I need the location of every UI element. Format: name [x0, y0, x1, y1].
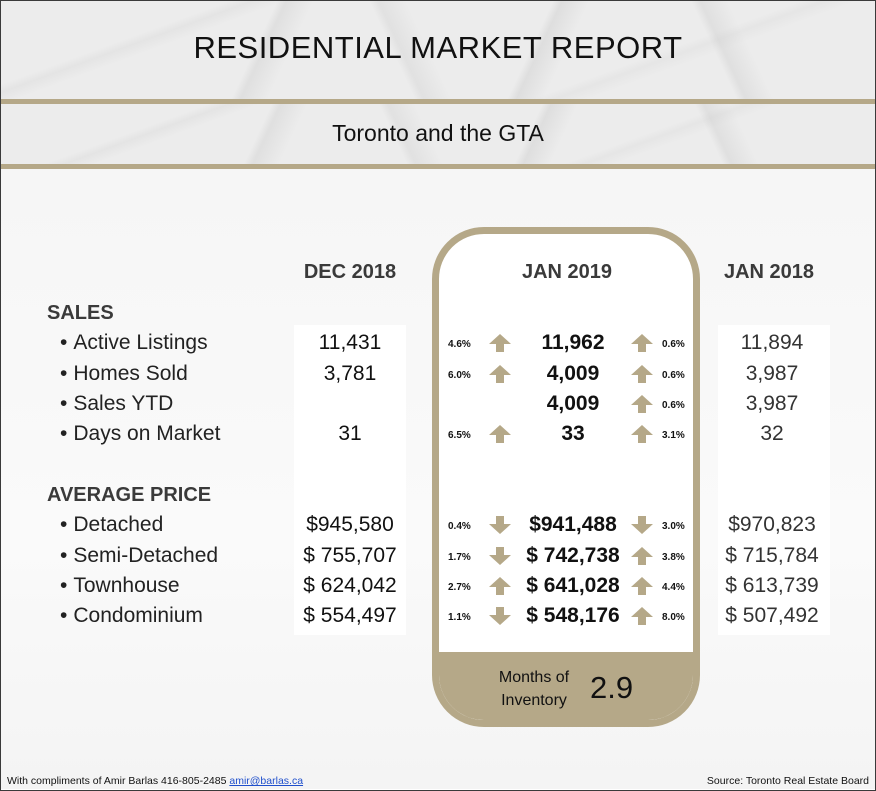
arrow-up-icon	[630, 576, 654, 596]
bullet-glyph: •	[60, 574, 68, 597]
row-label: • Townhouse	[60, 574, 180, 598]
subtitle-band	[1, 104, 875, 164]
column-header-dec-2018: DEC 2018	[303, 261, 397, 283]
arrow-up-icon	[488, 333, 512, 353]
row-label: • Condominium	[60, 604, 203, 628]
arrow-up-icon	[630, 364, 654, 384]
value-dec-2018: 31	[338, 422, 362, 445]
bullet-glyph: •	[60, 362, 68, 385]
change-pct-vs-jan-2018: 3.0%	[662, 521, 685, 532]
value-dec-2018: $ 755,707	[303, 544, 397, 567]
bullet-glyph: •	[60, 513, 68, 536]
arrow-up-icon	[488, 364, 512, 384]
value-jan-2018: 3,987	[745, 362, 799, 385]
gold-divider-top	[1, 99, 875, 104]
arrow-down-icon	[488, 515, 512, 535]
bullet-glyph: •	[60, 544, 68, 567]
value-dec-2018: 3,781	[323, 362, 377, 385]
change-pct-vs-dec: 4.6%	[448, 339, 471, 350]
value-jan-2018: $ 715,784	[725, 544, 819, 567]
value-dec-2018: $ 624,042	[303, 574, 397, 597]
footer-compliments-text: With compliments of Amir Barlas 416-805-…	[7, 775, 227, 787]
value-dec-2018: $945,580	[306, 513, 394, 536]
arrow-down-icon	[488, 546, 512, 566]
arrow-up-icon	[630, 333, 654, 353]
value-dec-2018: $ 554,497	[303, 604, 397, 627]
months-of-inventory-value: 2.9	[590, 670, 634, 705]
value-jan-2018: $970,823	[728, 513, 816, 536]
title-band	[1, 1, 875, 99]
section-average-price: AVERAGE PRICE	[47, 484, 212, 506]
value-jan-2019: 4,009	[546, 392, 600, 415]
change-pct-vs-dec: 2.7%	[448, 582, 471, 593]
arrow-down-icon	[488, 606, 512, 626]
row-label-text: Townhouse	[73, 574, 180, 597]
bullet-glyph: •	[60, 331, 68, 354]
change-pct-vs-dec: 0.4%	[448, 521, 471, 532]
arrow-up-icon	[630, 394, 654, 414]
row-label-text: Detached	[73, 513, 164, 536]
value-jan-2018: 32	[760, 422, 784, 445]
change-pct-vs-jan-2018: 3.1%	[662, 430, 685, 441]
gold-divider-bottom	[1, 164, 875, 169]
value-jan-2019: $941,488	[529, 513, 617, 536]
value-jan-2019: $ 742,738	[526, 544, 620, 567]
report-title: RESIDENTIAL MARKET REPORT	[193, 30, 683, 65]
value-dec-2018: 11,431	[318, 331, 382, 354]
change-pct-vs-jan-2018: 8.0%	[662, 612, 685, 623]
value-jan-2019: $ 548,176	[526, 604, 620, 627]
bullet-glyph: •	[60, 392, 68, 415]
footer-email-link[interactable]: amir@barlas.ca	[229, 775, 304, 787]
jan-2018-panel	[718, 325, 830, 635]
row-label-text: Sales YTD	[73, 392, 174, 415]
value-jan-2018: 3,987	[745, 392, 799, 415]
row-label-text: Homes Sold	[73, 362, 188, 385]
column-header-jan-2018: JAN 2018	[723, 261, 815, 283]
row-label: • Sales YTD	[60, 392, 173, 416]
arrow-up-icon	[630, 546, 654, 566]
footer-compliments: With compliments of Amir Barlas 416-805-…	[7, 775, 303, 787]
value-jan-2019: 33	[561, 422, 585, 445]
row-label: • Active Listings	[60, 331, 208, 355]
column-header-jan-2019: JAN 2019	[521, 261, 613, 283]
arrow-down-icon	[630, 515, 654, 535]
report-subtitle: Toronto and the GTA	[332, 120, 544, 146]
months-of-inventory-label: Months of Inventory	[498, 669, 570, 709]
value-jan-2018: $ 613,739	[725, 574, 819, 597]
change-pct-vs-dec: 1.7%	[448, 552, 471, 563]
value-jan-2018: $ 507,492	[725, 604, 819, 627]
row-label: • Detached	[60, 513, 163, 537]
arrow-up-icon	[630, 606, 654, 626]
change-pct-vs-dec: 6.0%	[448, 370, 471, 381]
value-jan-2019: 11,962	[541, 331, 605, 354]
row-label-text: Days on Market	[73, 422, 221, 445]
months-of-inventory-band	[439, 652, 693, 720]
value-jan-2018: 11,894	[740, 331, 804, 354]
arrow-up-icon	[630, 424, 654, 444]
change-pct-vs-jan-2018: 0.6%	[662, 370, 685, 381]
value-jan-2019: 4,009	[546, 362, 600, 385]
change-pct-vs-dec: 6.5%	[448, 430, 471, 441]
row-label-text: Condominium	[73, 604, 203, 627]
row-label-text: Active Listings	[73, 331, 208, 354]
change-pct-vs-jan-2018: 0.6%	[662, 400, 685, 411]
row-label: • Semi-Detached	[60, 544, 218, 568]
section-sales: SALES	[47, 302, 114, 324]
change-pct-vs-jan-2018: 0.6%	[662, 339, 685, 350]
jan-2019-panel	[519, 325, 631, 635]
row-label: • Days on Market	[60, 422, 220, 446]
dec-2018-panel	[294, 325, 406, 635]
arrow-up-icon	[488, 424, 512, 444]
arrow-up-icon	[488, 576, 512, 596]
row-label: • Homes Sold	[60, 362, 188, 386]
footer-source: Source: Toronto Real Estate Board	[706, 775, 869, 787]
bullet-glyph: •	[60, 422, 68, 445]
change-pct-vs-jan-2018: 3.8%	[662, 552, 685, 563]
change-pct-vs-dec: 1.1%	[448, 612, 471, 623]
row-label-text: Semi-Detached	[73, 544, 219, 567]
value-jan-2019: $ 641,028	[526, 574, 620, 597]
bullet-glyph: •	[60, 604, 68, 627]
change-pct-vs-jan-2018: 4.4%	[662, 582, 685, 593]
